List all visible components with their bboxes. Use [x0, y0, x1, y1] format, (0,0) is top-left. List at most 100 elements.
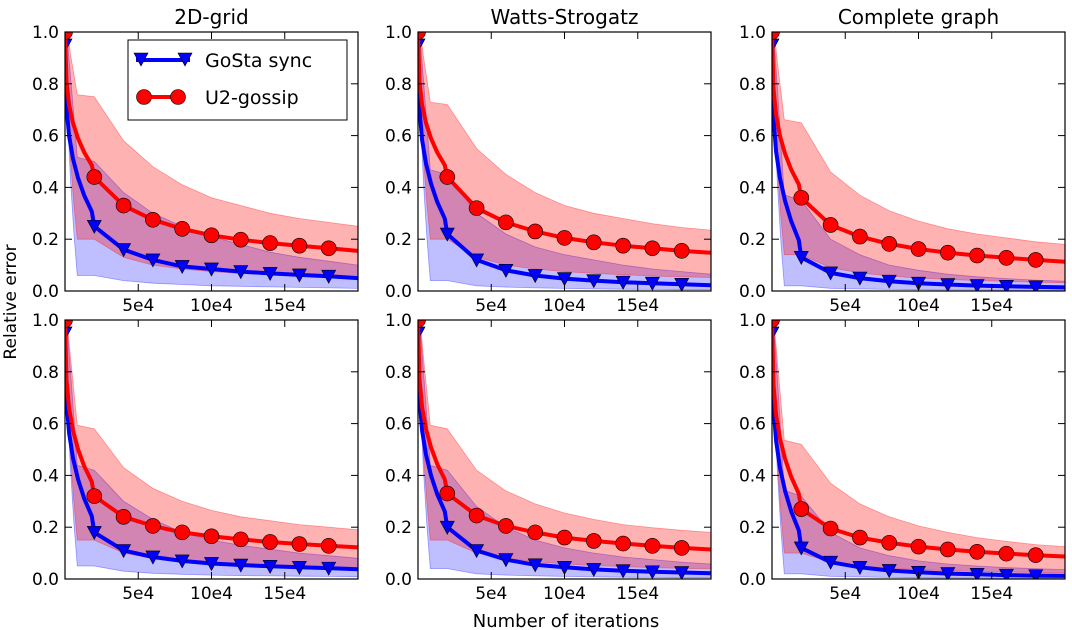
panel-plot-area	[65, 320, 358, 578]
x-axis-label: Number of iterations	[473, 611, 660, 630]
x-tick-label: 15e4	[616, 296, 659, 316]
point-gosta	[969, 568, 985, 579]
panel-4: 0.0 0.2 0.4 0.6 0.8 1.0 5e4 10e4 15e4	[32, 311, 359, 604]
point-gosta	[998, 280, 1014, 291]
point-u2	[468, 200, 485, 216]
x-tick-label: 15e4	[970, 584, 1013, 604]
point-gosta	[321, 269, 337, 284]
panel-1: 0.0 0.2 0.4 0.6 0.8 1.0 5e4 10e4 15e4 2D-grid	[32, 5, 359, 316]
y-tick-label: 1.0	[32, 311, 59, 331]
point-u2	[527, 524, 544, 541]
point-gosta	[498, 553, 514, 568]
panel-3: 0.0 0.2 0.4 0.6 0.8 1.0 5e4 10e4 15e4 Complete gr…	[739, 5, 1066, 316]
band-gosta	[65, 32, 358, 289]
point-u2	[203, 227, 220, 244]
x-tick-label: 5e4	[475, 584, 507, 604]
point-gosta	[439, 227, 455, 242]
point-u2	[969, 247, 985, 264]
y-tick-label: 0.2	[385, 230, 412, 250]
legend-label-u2: U2-gossip	[205, 87, 299, 109]
legend-marker-gosta-right	[177, 52, 193, 67]
point-u2	[418, 32, 426, 40]
point-gosta	[586, 274, 602, 289]
y-tick-label: 0.0	[385, 570, 412, 590]
point-gosta	[940, 567, 956, 579]
y-tick-label: 1.0	[385, 23, 412, 43]
y-tick-label: 0.0	[385, 282, 412, 302]
point-gosta	[116, 243, 132, 258]
point-u2	[1027, 252, 1044, 268]
point-u2	[1027, 547, 1044, 563]
point-u2	[939, 244, 956, 261]
point-gosta	[852, 271, 868, 286]
point-u2	[910, 538, 927, 555]
panel-5: 0.0 0.2 0.4 0.6 0.8 1.0 5e4 10e4 15e4	[385, 311, 712, 604]
panel-title: Complete graph	[838, 5, 999, 29]
y-tick-label: 1.0	[385, 311, 412, 331]
legend-label-gosta: GoSta sync	[205, 50, 312, 72]
y-tick-label: 0.4	[385, 178, 412, 198]
y-tick-label: 0.8	[32, 75, 59, 95]
point-u2	[673, 540, 690, 556]
point-u2	[86, 169, 103, 185]
point-gosta	[233, 265, 249, 280]
legend-marker-gosta-left	[133, 52, 149, 67]
point-gosta	[145, 550, 161, 565]
point-gosta	[556, 272, 573, 287]
point-gosta	[203, 262, 220, 277]
point-gosta	[881, 274, 897, 289]
point-u2	[233, 231, 249, 248]
point-u2	[145, 518, 161, 534]
point-u2	[115, 197, 132, 214]
point-gosta	[998, 568, 1014, 579]
y-tick-label: 0.0	[739, 570, 766, 590]
point-gosta	[291, 268, 307, 283]
point-u2	[291, 536, 308, 552]
point-gosta	[615, 275, 631, 290]
point-gosta	[439, 520, 455, 535]
point-gosta	[910, 276, 927, 291]
point-gosta	[556, 561, 573, 575]
y-axis-label: Relative error	[1, 244, 21, 359]
y-tick-label: 0.2	[739, 518, 766, 538]
panel-2: 0.0 0.2 0.4 0.6 0.8 1.0 5e4 10e4 15e4 Watts-Strog…	[385, 5, 712, 316]
point-gosta	[86, 526, 102, 541]
point-u2	[644, 538, 661, 554]
band-u2	[418, 320, 711, 570]
point-u2	[969, 544, 985, 560]
legend-marker-u2-left	[136, 89, 152, 105]
point-gosta	[116, 544, 132, 559]
x-tick-label: 10e4	[897, 584, 940, 604]
point-u2	[439, 169, 456, 185]
point-u2	[262, 534, 278, 550]
point-u2	[65, 32, 73, 40]
point-u2	[910, 241, 927, 257]
y-tick-label: 0.8	[739, 363, 766, 383]
band-gosta	[418, 320, 711, 579]
point-u2	[291, 237, 308, 254]
x-tick-label: 5e4	[122, 296, 154, 316]
point-u2	[65, 320, 73, 328]
y-tick-label: 0.2	[739, 230, 766, 250]
point-u2	[881, 534, 898, 551]
point-u2	[320, 538, 337, 554]
legend: GoSta sync U2-gossip	[127, 39, 348, 121]
point-gosta	[881, 564, 897, 579]
x-tick-label: 15e4	[616, 584, 659, 604]
panel-6: 0.0 0.2 0.4 0.6 0.8 1.0 5e4 10e4 15e4	[739, 311, 1066, 604]
band-u2	[65, 32, 358, 278]
point-u2	[881, 236, 898, 252]
point-gosta	[527, 558, 543, 573]
y-tick-label: 0.4	[32, 466, 59, 486]
point-u2	[439, 485, 456, 502]
point-u2	[998, 250, 1015, 266]
point-u2	[822, 217, 839, 233]
y-tick-label: 0.8	[385, 363, 412, 383]
point-u2	[498, 518, 514, 534]
x-tick-label: 5e4	[122, 584, 154, 604]
y-tick-label: 0.4	[739, 178, 766, 198]
point-u2	[174, 221, 190, 237]
point-u2	[585, 234, 602, 251]
point-u2	[772, 320, 780, 328]
